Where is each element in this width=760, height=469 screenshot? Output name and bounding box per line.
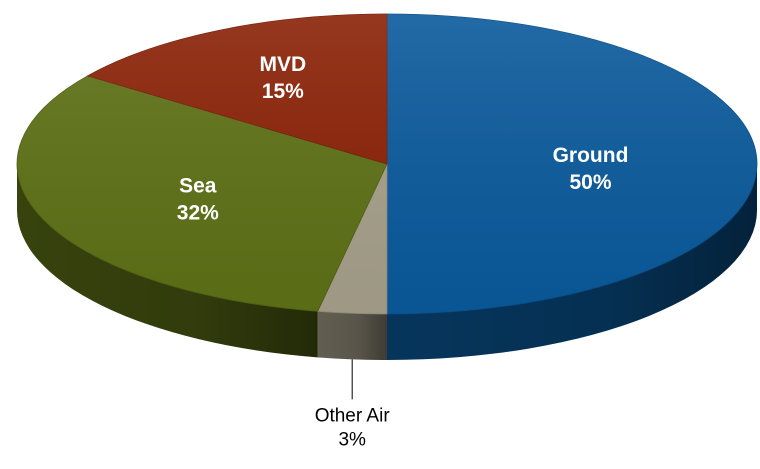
slice-name-mvd: MVD xyxy=(260,53,307,76)
data-label-ground: Ground 50% xyxy=(553,144,629,194)
slice-name-sea: Sea xyxy=(179,174,217,197)
slice-name-ground: Ground xyxy=(553,144,629,167)
slice-percent-mvd: 15% xyxy=(262,80,304,103)
slice-percent-sea: 32% xyxy=(177,201,219,224)
pie-top-faces xyxy=(16,13,758,315)
data-label-mvd: MVD 15% xyxy=(260,53,307,103)
slice-percent-ground: 50% xyxy=(569,171,611,194)
data-label-other-air: Other Air 3% xyxy=(315,359,391,450)
data-label-sea: Sea 32% xyxy=(177,174,219,224)
slice-percent-other-air: 3% xyxy=(338,429,366,450)
pie-labels: Ground 50% Other Air 3% Sea 32% MVD 15% xyxy=(177,53,629,450)
slice-name-other-air: Other Air xyxy=(315,405,391,426)
side-shade xyxy=(317,311,387,360)
